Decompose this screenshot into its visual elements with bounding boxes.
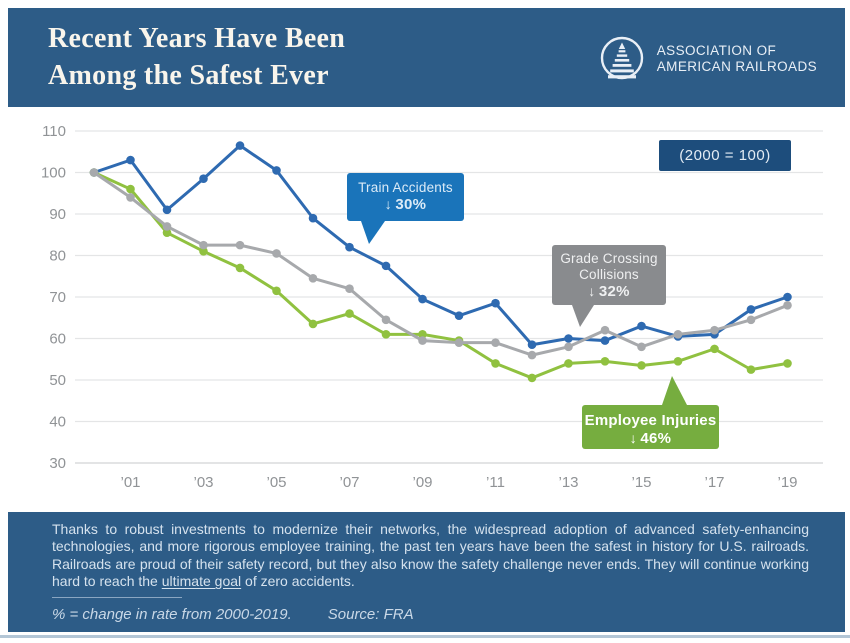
logo-text: ASSOCIATION OF AMERICAN RAILROADS [657,43,817,75]
svg-text:90: 90 [49,206,66,223]
chart-area: 30 40 50 60 70 80 90 100 110 ’01 ’03 ’05 ’07 ’09 ’11 ’1… [0,107,850,505]
svg-text:70: 70 [49,289,66,306]
down-arrow-icon: ↓ [629,430,637,446]
svg-text:’07: ’07 [339,474,359,491]
logo-text-line1: ASSOCIATION OF [656,42,777,58]
footer-text-after: of zero accidents. [241,573,355,590]
down-arrow-icon: ↓ [588,283,596,300]
page-title-line2: Among the Safest Ever [48,59,329,91]
train-accidents-callout: Train Accidents ↓ 30% [347,173,464,244]
footnote: % = change in rate from 2000-2019. Source… [52,606,809,623]
grade-crossing-callout-label1: Grade Crossing [560,251,658,266]
train-accidents-callout-label: Train Accidents [358,180,453,195]
aar-logo: ASSOCIATION OF AMERICAN RAILROADS [598,35,817,83]
footnote-definition: % = change in rate from 2000-2019. [52,606,292,624]
svg-text:’19: ’19 [777,474,797,491]
svg-text:50: 50 [49,372,66,389]
svg-text:40: 40 [49,414,66,431]
source-citation: Source: FRA [327,606,414,624]
safety-index-line-chart: 30 40 50 60 70 80 90 100 110 ’01 ’03 ’05 ’07 ’09 ’11 ’1… [41,123,823,491]
footer-paragraph: Thanks to robust investments to moderniz… [52,521,809,590]
logo-text-line2: AMERICAN RAILROADS [656,58,817,74]
grade-crossing-callout-label2: Collisions [579,266,639,282]
svg-text:’09: ’09 [412,474,432,491]
svg-text:60: 60 [49,331,66,348]
ultimate-goal-link[interactable]: ultimate goal [161,573,242,590]
down-arrow-icon: ↓ [384,196,392,212]
employee-injuries-callout: Employee Injuries ↓ 46% [582,376,719,449]
page-title: Recent Years Have Been Among the Safest … [48,21,345,94]
svg-text:’15: ’15 [631,474,651,491]
svg-text:’13: ’13 [558,474,578,491]
employee-injuries-callout-label: Employee Injuries [584,412,717,429]
index-note-badge: (2000 = 100) [659,140,791,171]
railroad-track-icon [598,35,646,83]
svg-text:80: 80 [49,248,66,265]
page-title-line1: Recent Years Have Been [48,23,346,55]
svg-text:’11: ’11 [486,474,505,491]
bottom-edge-strip [0,635,850,638]
svg-text:100: 100 [41,165,66,182]
svg-text:’05: ’05 [266,474,286,491]
svg-text:’03: ’03 [193,474,213,491]
svg-text:’01: ’01 [120,474,140,491]
employee-injuries-callout-change: ↓ 46% [629,430,672,447]
grade-crossing-callout: Grade Crossing Collisions ↓ 32% [552,245,666,327]
train-accidents-callout-change: ↓ 30% [384,196,427,213]
header: Recent Years Have Been Among the Safest … [8,8,845,107]
grade-crossing-callout-change: ↓ 32% [588,283,630,301]
footer-text-before: Thanks to robust investments to moderniz… [52,521,809,590]
svg-text:30: 30 [49,455,66,472]
footnote-divider [52,597,182,599]
svg-text:110: 110 [42,123,66,140]
svg-text:’17: ’17 [704,474,724,491]
footer: Thanks to robust investments to moderniz… [8,512,845,632]
